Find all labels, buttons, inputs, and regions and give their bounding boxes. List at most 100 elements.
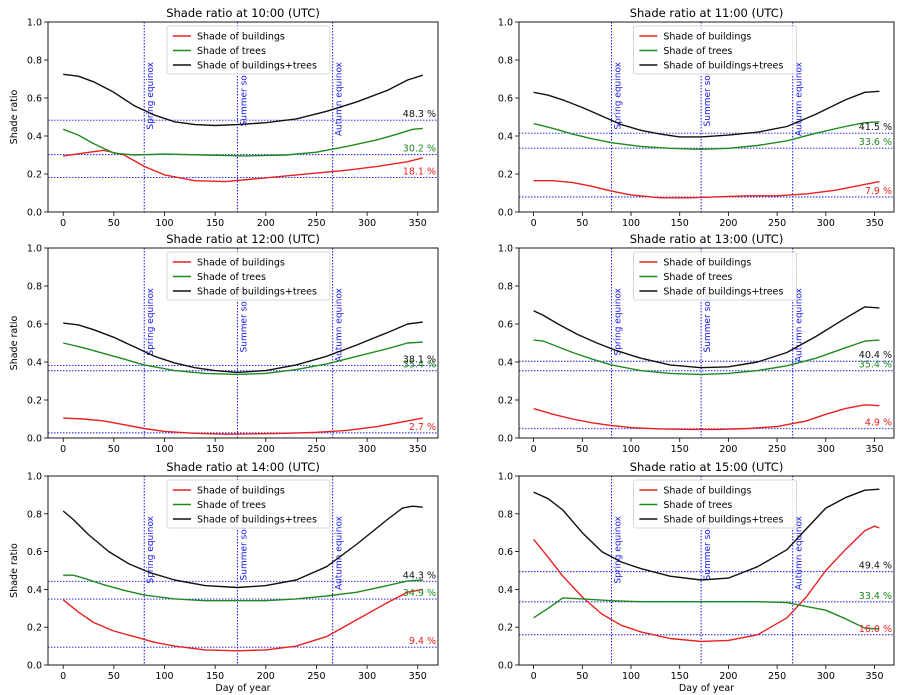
- series-value-label: 34.9 %: [403, 588, 436, 599]
- series-line-trees: [62, 127, 423, 157]
- plot-area: Spring equinox Summer solsti Autumn equino…: [48, 248, 438, 438]
- y-tick-label: 0.4: [498, 585, 513, 596]
- x-tick-label: 250: [307, 671, 325, 682]
- x-tick-label: 0: [60, 444, 66, 455]
- x-tick-label: 0: [531, 671, 537, 682]
- event-label: Summer solsti: [703, 62, 713, 126]
- y-tick-label: 0.6: [498, 320, 513, 331]
- series-line-combined: [533, 488, 880, 581]
- y-axis-label: Shade ratio: [9, 89, 20, 144]
- legend: Shade of buildings Shade of trees Shade of…: [166, 479, 331, 529]
- y-tick-label: 0.4: [498, 132, 513, 143]
- y-axis-label: Shade ratio: [9, 543, 20, 598]
- event-label: Summer solsti: [703, 288, 713, 352]
- legend: Shade of buildings Shade of trees Shade of…: [632, 25, 797, 75]
- x-tick-label: 200: [719, 218, 737, 229]
- series-line-trees: [63, 574, 423, 602]
- legend-entry: Shade of trees: [197, 46, 266, 57]
- legend-box: [166, 25, 331, 75]
- x-axis-label: Day of year: [215, 683, 270, 694]
- legend-entry: Shade of buildings+trees: [663, 515, 783, 526]
- event-label: Summer solsti: [703, 516, 713, 580]
- x-tick-label: 350: [409, 444, 427, 455]
- x-tick-label: 0: [60, 218, 66, 229]
- legend: Shade of buildings Shade of trees Shade of…: [166, 251, 331, 301]
- x-tick-label: 150: [671, 444, 689, 455]
- chart-title: Shade ratio at 12:00 (UTC): [166, 232, 320, 246]
- legend-entry: Shade of trees: [197, 500, 266, 511]
- x-tick-label: 200: [257, 671, 275, 682]
- legend-entry: Shade of buildings+trees: [197, 61, 317, 72]
- series-value-label: 33.6 %: [859, 137, 892, 148]
- x-tick-label: 150: [671, 671, 689, 682]
- y-tick-label: 0.4: [27, 585, 42, 596]
- series-value-label: 18.1 %: [403, 167, 436, 178]
- legend-entry: Shade of buildings: [663, 486, 751, 497]
- axes-frame: [47, 475, 439, 666]
- y-tick-label: 1.0: [498, 472, 513, 483]
- legend-box: [632, 25, 797, 75]
- legend-entry: Shade of buildings+trees: [197, 515, 317, 526]
- legend-box: [632, 479, 797, 529]
- x-tick-label: 150: [206, 671, 224, 682]
- series-value-label: 35.4 %: [403, 360, 436, 371]
- series-line-combined: [63, 73, 424, 127]
- x-tick-label: 350: [409, 671, 427, 682]
- y-tick-label: 0.8: [498, 509, 513, 520]
- y-tick-label: 0.2: [27, 170, 42, 181]
- plot-area: Spring equinox Summer solsti Autumn equino…: [519, 248, 894, 438]
- event-label: Spring equinox: [614, 61, 624, 129]
- y-tick-label: 1.0: [27, 18, 42, 29]
- x-tick-label: 200: [257, 444, 275, 455]
- legend-entry: Shade of buildings: [197, 32, 285, 43]
- series-value-label: 41.5 %: [859, 122, 892, 133]
- x-tick-label: 50: [576, 218, 588, 229]
- series-line-combined: [533, 306, 880, 369]
- chart-title: Shade ratio at 15:00 (UTC): [630, 460, 784, 474]
- event-label: Spring equinox: [614, 515, 624, 583]
- x-tick-label: 100: [155, 218, 173, 229]
- y-tick-label: 0.4: [27, 132, 42, 143]
- series-value-label: 9.4 %: [409, 636, 436, 647]
- x-tick-label: 250: [768, 218, 786, 229]
- chart-title: Shade ratio at 10:00 (UTC): [166, 6, 320, 20]
- y-tick-label: 0.0: [27, 208, 42, 219]
- y-tick-label: 1.0: [498, 18, 513, 29]
- x-tick-label: 50: [576, 671, 588, 682]
- x-tick-label: 350: [409, 218, 427, 229]
- x-tick-label: 150: [206, 444, 224, 455]
- legend-entry: Shade of trees: [663, 500, 732, 511]
- legend-entry: Shade of buildings+trees: [663, 287, 783, 298]
- axes-frame: [518, 475, 895, 666]
- plot-area: Spring equinox Summer solsti Autumn equino…: [519, 476, 894, 665]
- legend-entry: Shade of buildings+trees: [663, 61, 783, 72]
- legend-entry: Shade of buildings: [197, 486, 285, 497]
- x-tick-label: 250: [768, 671, 786, 682]
- series-line-buildings: [533, 404, 880, 431]
- legend-entry: Shade of trees: [663, 272, 732, 283]
- legend: Shade of buildings Shade of trees Shade of…: [166, 25, 331, 75]
- x-tick-label: 0: [531, 218, 537, 229]
- series-line-buildings: [533, 525, 880, 643]
- y-tick-label: 0.8: [498, 56, 513, 67]
- series-line-trees: [533, 597, 880, 630]
- event-label: Summer solsti: [239, 516, 249, 580]
- event-label: Autumn equinox: [335, 61, 345, 136]
- x-tick-label: 200: [719, 671, 737, 682]
- x-tick-label: 250: [307, 444, 325, 455]
- y-tick-label: 1.0: [27, 472, 42, 483]
- legend-entry: Shade of trees: [197, 272, 266, 283]
- y-tick-label: 0.2: [498, 396, 513, 407]
- x-tick-label: 50: [576, 444, 588, 455]
- x-tick-label: 200: [257, 218, 275, 229]
- x-tick-label: 100: [622, 671, 640, 682]
- x-tick-label: 200: [719, 444, 737, 455]
- x-tick-label: 100: [155, 671, 173, 682]
- y-tick-label: 0.8: [27, 282, 42, 293]
- series-value-label: 7.9 %: [865, 186, 892, 197]
- series-value-label: 2.7 %: [409, 422, 436, 433]
- event-label: Summer solsti: [239, 62, 249, 126]
- legend-box: [166, 251, 331, 301]
- legend-entry: Shade of buildings: [663, 258, 751, 269]
